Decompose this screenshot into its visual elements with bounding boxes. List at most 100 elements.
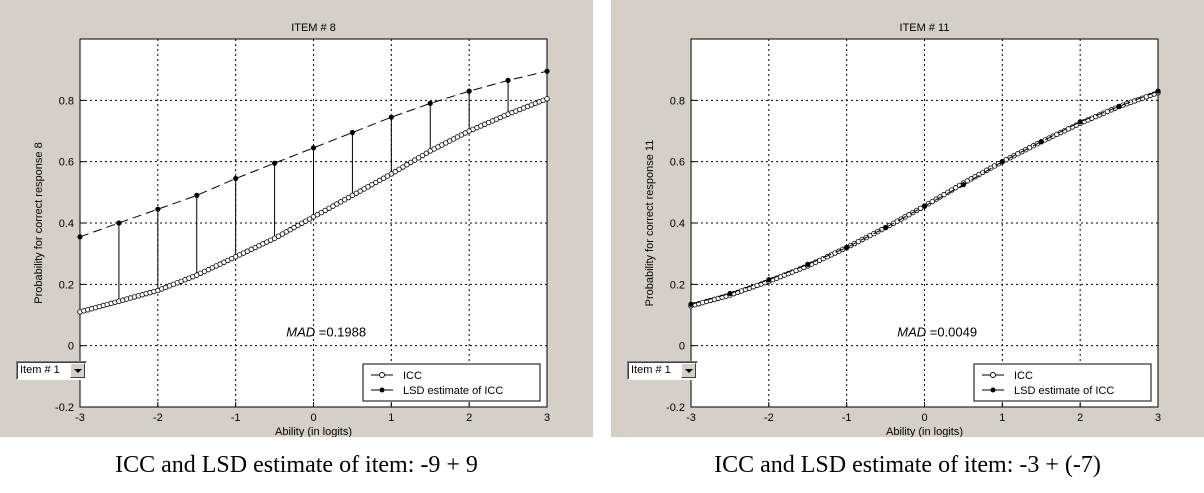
- icc-point: [408, 159, 414, 166]
- lsd-point: [688, 301, 694, 307]
- x-tick-label: 1: [388, 412, 394, 424]
- chart-item-8: -3 -2 -1 0 1 2 3 -0.2 0 0.2 0.4 0.6 0.8 ITEM # 8 Abili…: [33, 22, 550, 437]
- item-select-dropdown[interactable]: Item # 1: [16, 361, 87, 380]
- lsd-point: [882, 225, 889, 231]
- y-tick-label: 0.6: [670, 157, 685, 169]
- x-tick-label: 1: [999, 412, 1005, 424]
- lsd-point: [77, 234, 83, 240]
- icc-point: [419, 152, 426, 159]
- mad-label: MAD: [286, 324, 319, 339]
- lsd-point: [727, 290, 733, 297]
- y-axis-label: Probability for correct response 8: [33, 142, 45, 303]
- lsd-point: [271, 160, 278, 166]
- legend-label-icc: ICC: [403, 370, 422, 382]
- y-tick-label: 0.8: [59, 95, 74, 107]
- y-axis-label: Probability for correct response 11: [644, 140, 656, 307]
- mad-value: =0.1988: [319, 324, 366, 339]
- legend-label-icc: ICC: [1014, 370, 1033, 382]
- item-select-value: Item # 1: [20, 364, 60, 376]
- caption-right: ICC and LSD estimate of item: -3 + (-7): [714, 452, 1101, 478]
- legend: ICC LSD estimate of ICC: [362, 363, 541, 402]
- y-tick-label: 0.2: [59, 279, 74, 291]
- lsd-point: [1077, 119, 1083, 125]
- icc-point: [396, 166, 402, 173]
- item-select-value: Item # 1: [631, 364, 671, 376]
- lsd-point: [466, 88, 472, 94]
- chart-panel-item-8: -3 -2 -1 0 1 2 3 -0.2 0 0.2 0.4 0.6 0.8 ITEM # 8 Abili…: [0, 0, 593, 437]
- lsd-point: [960, 182, 967, 188]
- legend: ICC LSD estimate of ICC: [973, 363, 1152, 402]
- plot-frame: [79, 38, 548, 408]
- x-axis-label: Ability (in logits): [886, 426, 963, 437]
- y-tick-label: 0.4: [670, 218, 685, 230]
- y-tick-label: 0.4: [59, 218, 74, 230]
- y-tick-label: -0.2: [55, 402, 74, 414]
- lsd-point: [921, 203, 928, 209]
- x-tick-label: 3: [544, 412, 550, 424]
- x-tick-label: -3: [686, 412, 696, 424]
- x-tick-label: 2: [466, 412, 472, 424]
- plot-frame: [690, 38, 1159, 408]
- lsd-point: [155, 206, 161, 212]
- icc-point: [404, 162, 410, 168]
- icc-point: [423, 150, 430, 156]
- caption-left: ICC and LSD estimate of item: -9 + 9: [115, 452, 478, 478]
- icc-point: [952, 185, 959, 191]
- legend-marker-icc: [990, 372, 996, 378]
- icc-point: [929, 198, 935, 205]
- y-tick-label: -0.2: [666, 402, 685, 414]
- lsd-point: [194, 192, 200, 198]
- x-tick-label: -1: [231, 412, 241, 424]
- chevron-down-icon[interactable]: [70, 363, 85, 378]
- item-select-dropdown[interactable]: Item # 1: [627, 361, 698, 380]
- y-tick-label: 0: [679, 341, 685, 353]
- x-tick-label: -2: [764, 412, 774, 424]
- y-tick-label: 0.2: [670, 279, 685, 291]
- mad-annotation: MAD =0.0049: [897, 324, 977, 339]
- icc-point: [392, 168, 398, 175]
- chart-title: ITEM # 8: [291, 22, 336, 34]
- legend-label-lsd: LSD estimate of ICC: [403, 385, 503, 397]
- lsd-point: [116, 220, 122, 226]
- icc-point: [941, 191, 947, 198]
- chart-title: ITEM # 11: [900, 22, 950, 34]
- mad-annotation: MAD =0.1988: [286, 324, 366, 339]
- x-tick-label: 2: [1077, 412, 1083, 424]
- icc-point: [415, 155, 422, 161]
- y-tick-label: 0.6: [59, 157, 74, 169]
- lsd-point: [310, 145, 317, 151]
- lsd-point: [233, 175, 239, 182]
- legend-marker-lsd: [379, 387, 385, 393]
- x-tick-label: 0: [921, 412, 927, 424]
- lsd-point: [1155, 88, 1161, 94]
- lsd-point: [844, 244, 850, 251]
- y-tick-label: 0: [68, 341, 74, 353]
- legend-box: [362, 363, 541, 402]
- lsd-point: [349, 129, 356, 136]
- icc-point: [544, 96, 550, 102]
- legend-box: [973, 363, 1152, 402]
- lsd-point: [388, 114, 394, 120]
- lsd-point: [766, 277, 772, 283]
- lsd-point: [1116, 103, 1122, 110]
- legend-marker-icc: [379, 372, 385, 378]
- x-tick-label: 0: [310, 412, 316, 424]
- chart-panel-item-11: -3 -2 -1 0 1 2 3 -0.2 0 0.2 0.4 0.6 0.8 ITEM # 11 Abil…: [611, 0, 1204, 437]
- x-tick-label: -1: [842, 412, 852, 424]
- icc-point: [400, 164, 406, 170]
- legend-label-lsd: LSD estimate of ICC: [1014, 385, 1114, 397]
- x-tick-label: -3: [75, 412, 85, 424]
- chart-item-11: -3 -2 -1 0 1 2 3 -0.2 0 0.2 0.4 0.6 0.8 ITEM # 11 Abil…: [644, 22, 1161, 437]
- x-axis-label: Ability (in logits): [275, 426, 352, 437]
- lsd-point: [505, 77, 511, 83]
- lsd-point: [1038, 139, 1044, 145]
- x-tick-label: 3: [1155, 412, 1161, 424]
- chevron-down-icon[interactable]: [681, 363, 696, 378]
- icc-point: [388, 171, 395, 177]
- lsd-point: [805, 261, 811, 267]
- lsd-point: [999, 159, 1005, 165]
- lsd-point: [427, 100, 433, 106]
- x-tick-label: -2: [153, 412, 163, 424]
- mad-value: =0.0049: [930, 324, 977, 339]
- lsd-point: [544, 68, 550, 74]
